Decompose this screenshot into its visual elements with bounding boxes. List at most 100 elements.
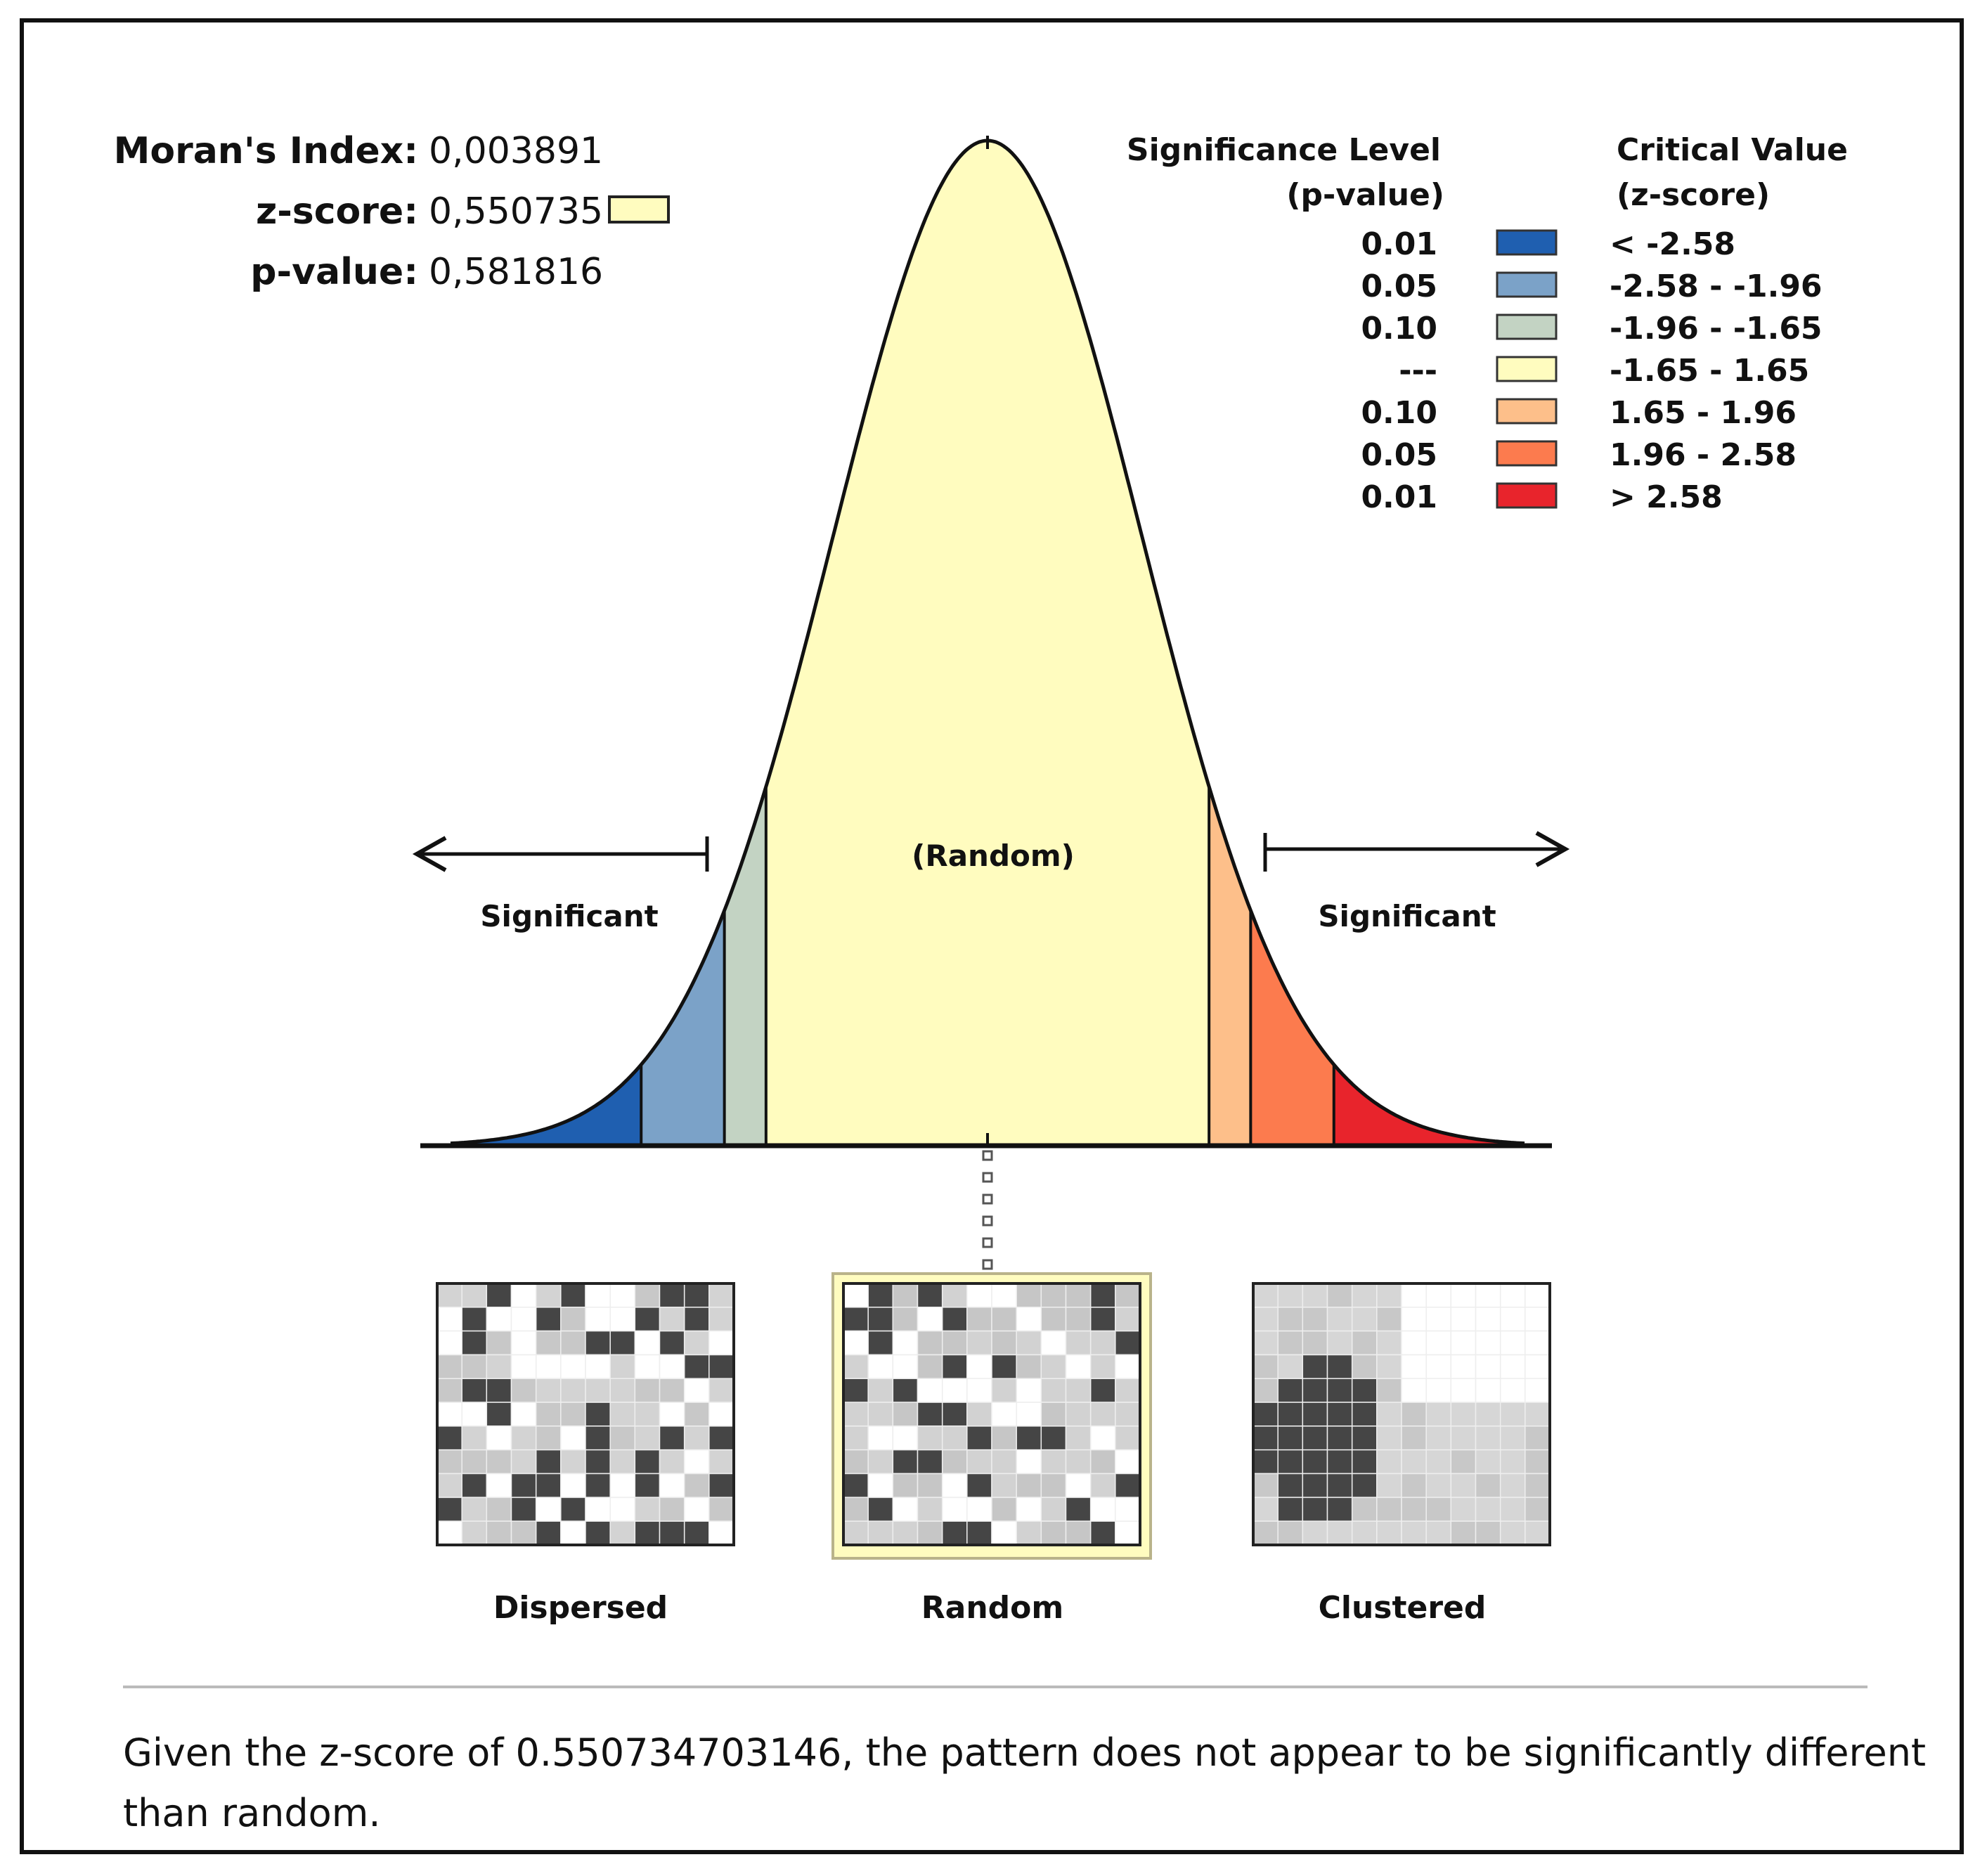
map-cell	[867, 1330, 894, 1356]
map-cell	[535, 1330, 562, 1356]
map-cell	[1326, 1496, 1353, 1522]
map-cell	[1302, 1330, 1328, 1356]
legend-p-value: 0.10	[1361, 395, 1437, 431]
legend-p-value: 0.01	[1361, 226, 1437, 262]
map-cell	[585, 1330, 611, 1356]
map-cell	[892, 1449, 919, 1475]
map-cell	[1401, 1520, 1427, 1546]
map-cell	[510, 1354, 537, 1380]
map-cell	[1277, 1307, 1304, 1332]
map-cell	[917, 1378, 943, 1403]
map-cell	[535, 1283, 562, 1308]
map-cell	[1065, 1378, 1092, 1403]
map-cell	[1040, 1307, 1067, 1332]
significant-left-label: Significant	[480, 899, 658, 933]
map-cell	[1089, 1402, 1116, 1427]
legend-z-range: -2.58 - -1.96	[1610, 269, 1823, 304]
z-score-pointer	[982, 1150, 993, 1270]
map-cell	[1302, 1307, 1328, 1332]
map-cell	[634, 1307, 661, 1332]
map-cell	[659, 1496, 685, 1522]
map-cell	[486, 1520, 512, 1546]
map-cell	[634, 1283, 661, 1308]
map-cell	[560, 1496, 586, 1522]
map-cell	[1115, 1449, 1141, 1475]
map-cell	[892, 1402, 919, 1427]
map-cell	[1475, 1283, 1501, 1308]
map-cell	[941, 1283, 968, 1308]
map-cell	[560, 1402, 586, 1427]
map-cell	[966, 1402, 992, 1427]
map-cell	[966, 1520, 992, 1546]
map-cell	[1040, 1425, 1067, 1451]
map-cell	[1425, 1330, 1452, 1356]
map-cell	[1499, 1354, 1526, 1380]
map-cell	[609, 1449, 636, 1475]
map-cell	[1016, 1449, 1042, 1475]
map-cell	[1302, 1520, 1328, 1546]
map-cell	[1089, 1425, 1116, 1451]
map-cell	[560, 1449, 586, 1475]
map-cell	[1425, 1449, 1452, 1475]
pattern-thumbnails: Dispersed Random Clustered	[436, 1272, 1551, 1626]
map-cell	[1351, 1449, 1378, 1475]
legend-p-value: 0.05	[1361, 269, 1437, 304]
map-cell	[659, 1473, 685, 1499]
map-cell	[1499, 1378, 1526, 1403]
map-cell	[1115, 1473, 1141, 1499]
map-cell	[585, 1449, 611, 1475]
map-cell	[867, 1283, 894, 1308]
map-cell	[1475, 1473, 1501, 1499]
map-cell	[436, 1354, 462, 1380]
map-cell	[1450, 1449, 1477, 1475]
map-cell	[1089, 1496, 1116, 1522]
map-cell	[585, 1520, 611, 1546]
map-cell	[510, 1520, 537, 1546]
map-border	[1252, 1282, 1551, 1546]
map-cell	[1351, 1307, 1378, 1332]
map-cell	[966, 1283, 992, 1308]
map-cell	[510, 1330, 537, 1356]
map-cell	[1351, 1473, 1378, 1499]
map-cell	[634, 1425, 661, 1451]
map-cell	[1475, 1378, 1501, 1403]
map-cell	[1040, 1378, 1067, 1403]
legend-z-range: -1.65 - 1.65	[1610, 353, 1809, 389]
map-cell	[1525, 1378, 1551, 1403]
map-cell	[634, 1496, 661, 1522]
map-cell	[1040, 1449, 1067, 1475]
map-cell	[1089, 1283, 1116, 1308]
map-cell	[843, 1425, 869, 1451]
map-cell	[1277, 1473, 1304, 1499]
map-cell	[560, 1307, 586, 1332]
map-cell	[708, 1520, 734, 1546]
map-cell	[585, 1283, 611, 1308]
map-cell	[843, 1520, 869, 1546]
map-cell	[708, 1283, 734, 1308]
map-cell	[659, 1520, 685, 1546]
legend-p-value: ---	[1399, 353, 1437, 389]
map-cell	[659, 1449, 685, 1475]
map-cell	[486, 1496, 512, 1522]
map-cell	[1016, 1354, 1042, 1380]
map-cell	[1326, 1330, 1353, 1356]
map-cell	[1525, 1473, 1551, 1499]
map-cell	[461, 1449, 488, 1475]
map-cell	[966, 1354, 992, 1380]
map-cell	[1115, 1520, 1141, 1546]
map-cell	[917, 1307, 943, 1332]
map-cell	[1253, 1402, 1279, 1427]
map-cell	[867, 1520, 894, 1546]
map-cell	[683, 1354, 710, 1380]
map-cell	[917, 1496, 943, 1522]
map-cell	[1302, 1496, 1328, 1522]
legend-swatch	[1496, 356, 1558, 382]
pointer-dot	[982, 1172, 993, 1183]
legend-swatch	[1496, 271, 1558, 298]
map-cell	[892, 1330, 919, 1356]
map-cell	[560, 1425, 586, 1451]
map-cell	[461, 1425, 488, 1451]
map-cell	[1376, 1307, 1402, 1332]
map-cell	[1525, 1330, 1551, 1356]
map-cell	[867, 1473, 894, 1499]
